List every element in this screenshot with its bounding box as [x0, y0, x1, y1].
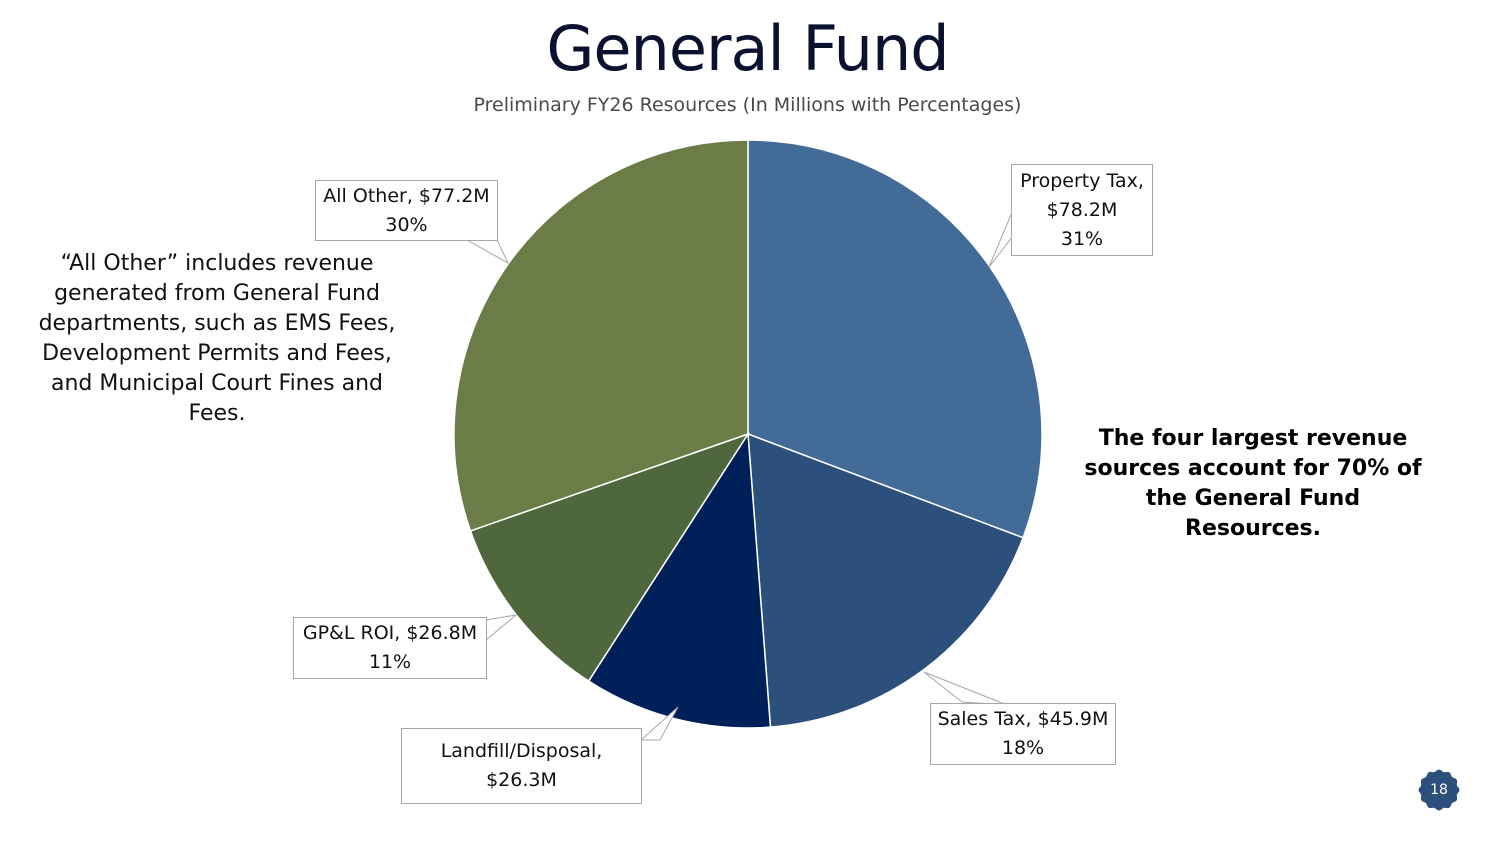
page-number-badge: 18 [1418, 769, 1460, 811]
label-sales-tax: Sales Tax, $45.9M 18% [930, 703, 1116, 765]
label-property-tax-line1: Property Tax, [1020, 170, 1144, 192]
label-sales-tax-line1: Sales Tax, $45.9M [937, 708, 1109, 730]
pie-slice-all-other [453, 139, 749, 532]
badge-shape [1418, 769, 1460, 811]
leader-all-other [465, 239, 510, 265]
summary-note: The four largest revenue sources account… [1084, 426, 1422, 541]
pie-slice-landfill-disposal [587, 431, 772, 729]
label-all-other: All Other, $77.2M 30% [315, 180, 498, 241]
all-other-note: “All Other” includes revenue generated f… [38, 251, 396, 426]
leader-gpl-roi [485, 614, 518, 642]
page-number: 18 [1430, 782, 1448, 798]
leader-sales-tax [923, 671, 1008, 706]
callout-leaders [465, 209, 1014, 741]
chart-title: General Fund [546, 12, 949, 85]
label-property-tax-line2: $78.2M [1046, 199, 1118, 221]
pie-slice-gp-l-roi [469, 432, 750, 683]
pie-slices [453, 139, 1043, 729]
label-property-tax: Property Tax, $78.2M 31% [1011, 164, 1153, 256]
label-landfill-line2: $26.3M [486, 769, 557, 791]
label-gpl-roi: GP&L ROI, $26.8M 11% [293, 617, 487, 679]
label-gpl-roi-line2: 11% [368, 651, 412, 673]
pie-slice-sales-tax [747, 432, 1025, 728]
badge-scalloped-circle [1418, 769, 1460, 811]
label-landfill: Landfill/Disposal, $26.3M [401, 728, 642, 804]
leader-landfill [639, 706, 679, 741]
label-gpl-roi-line1: GP&L ROI, $26.8M [302, 622, 478, 644]
chart-subtitle: Preliminary FY26 Resources (In Millions … [473, 94, 1022, 116]
label-all-other-line1: All Other, $77.2M [323, 185, 490, 207]
label-landfill-line1: Landfill/Disposal, [440, 740, 603, 762]
label-sales-tax-line2: 18% [1001, 737, 1045, 759]
label-property-tax-line3: 31% [1060, 228, 1104, 250]
leader-property-tax [988, 209, 1014, 268]
label-all-other-line2: 30% [385, 214, 428, 236]
